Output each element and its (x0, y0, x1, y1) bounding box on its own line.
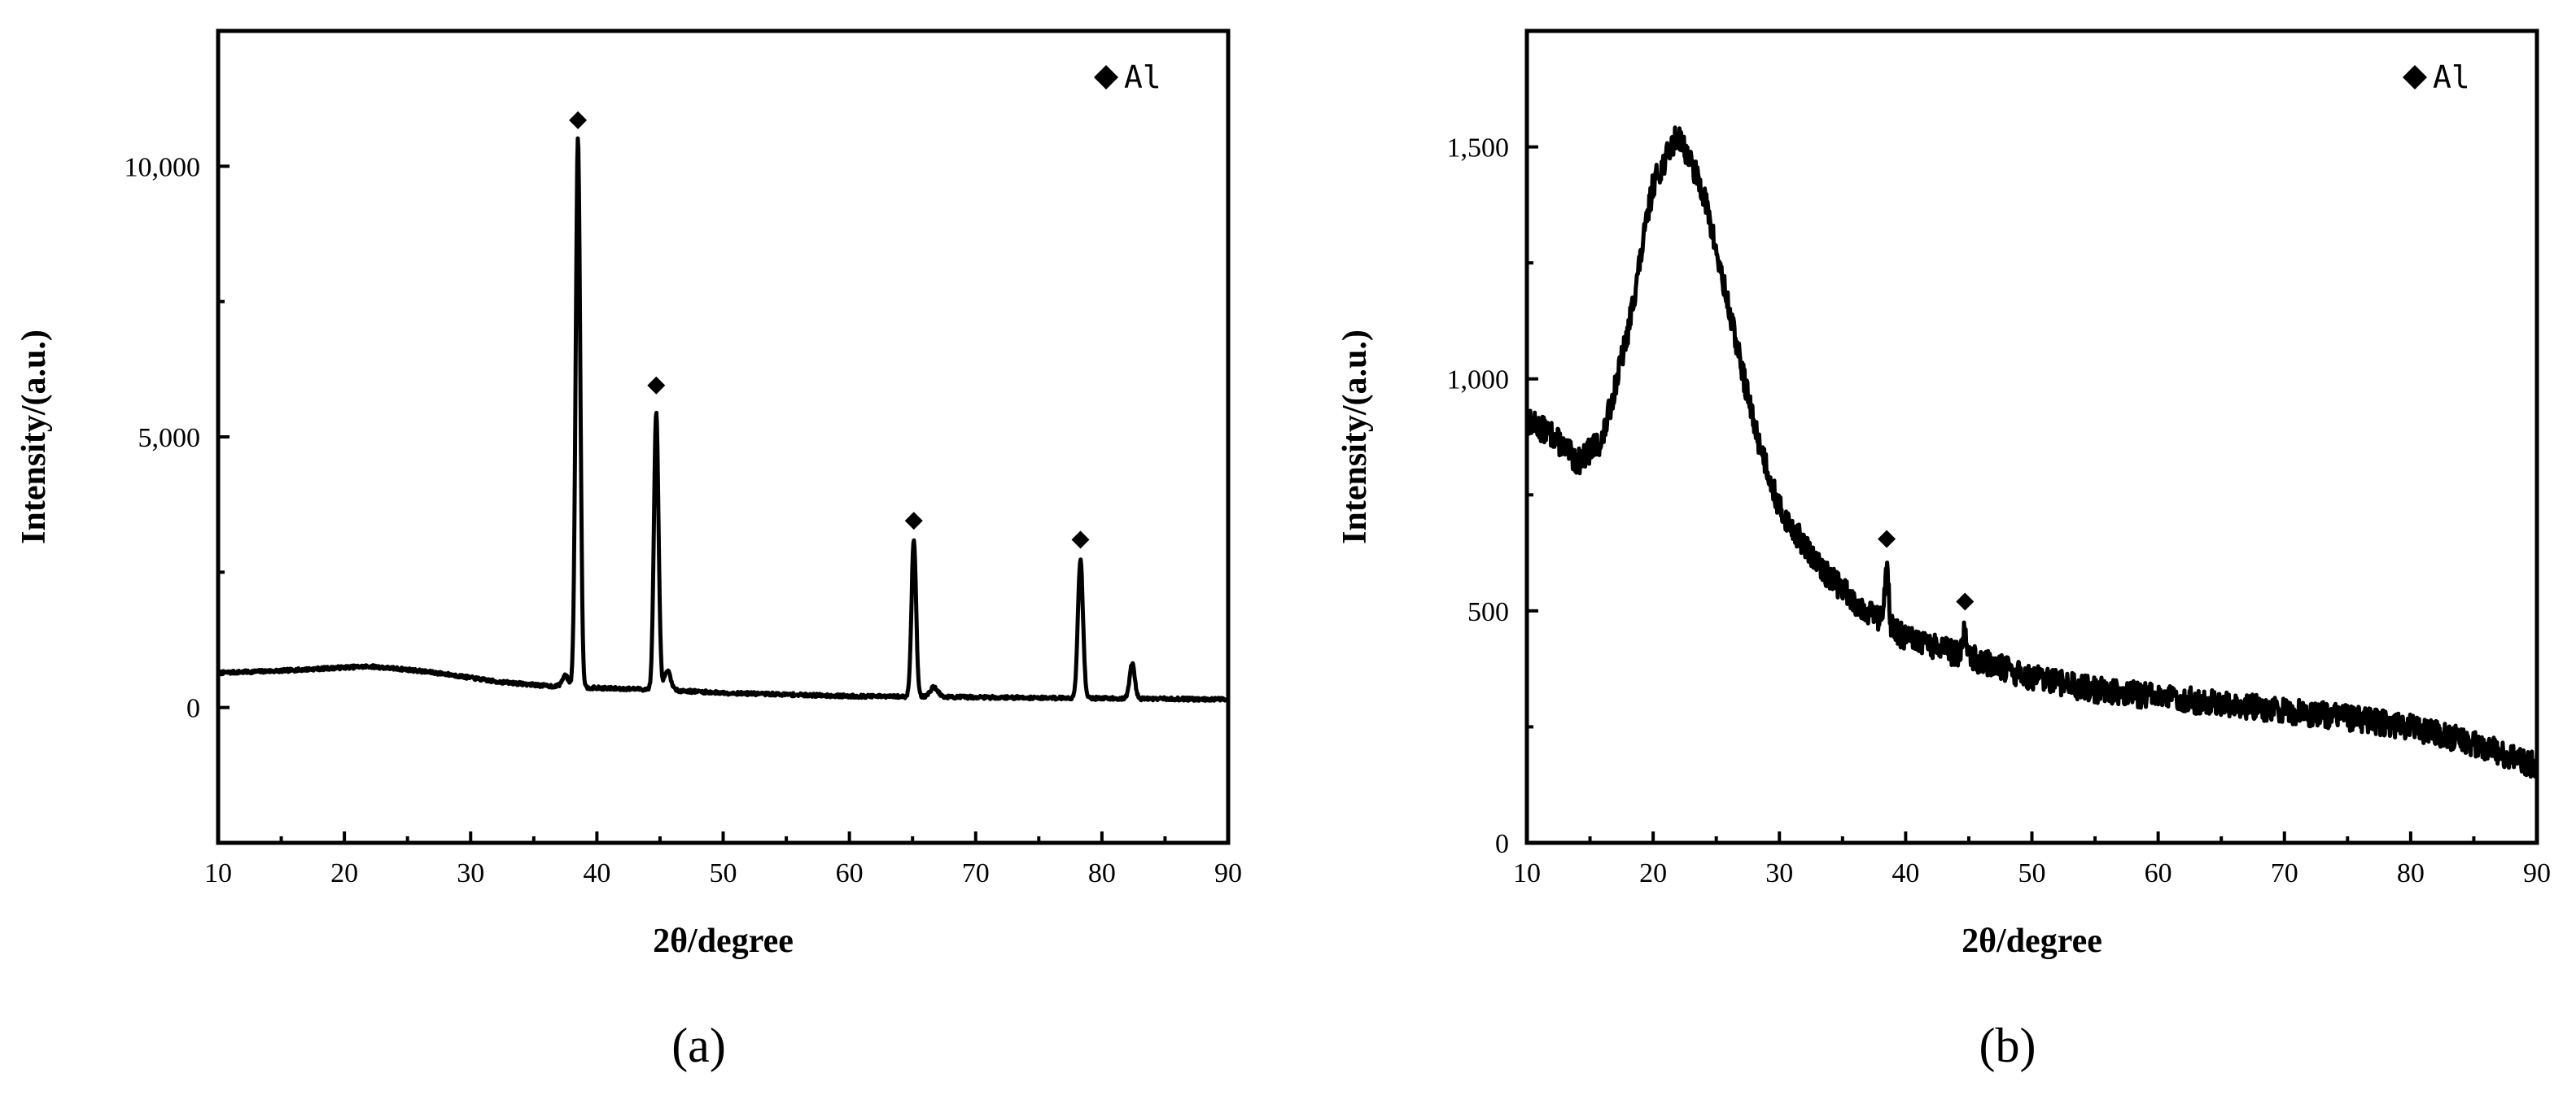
y-tick-label: 500 (1467, 597, 1509, 627)
y-axis-label: Intensity/(a.u.) (15, 329, 53, 544)
al-peak-marker (904, 512, 923, 530)
x-tick-label: 30 (1765, 858, 1793, 888)
chart-panel-b: 10 20 30 40 50 60 70 80 90 0 500 1,000 1,500 2θ/degre… (1336, 28, 2551, 1072)
xrd-pattern-line (216, 136, 1231, 703)
x-tick-label: 90 (1214, 858, 1242, 888)
x-tick-label: 90 (2523, 858, 2551, 888)
y-axis-label: Intensity/(a.u.) (1336, 329, 1374, 544)
al-peak-marker (1071, 530, 1090, 549)
x-tick-label: 70 (962, 858, 990, 888)
x-tick-label: 60 (836, 858, 864, 888)
legend-label: Al (1124, 59, 1161, 95)
x-tick-label: 80 (2397, 858, 2425, 888)
legend-label: Al (2433, 59, 2470, 95)
x-tick-label: 70 (2271, 858, 2298, 888)
y-tick-label: 1,500 (1447, 133, 1510, 164)
x-tick-label: 40 (1892, 858, 1919, 888)
x-tick-label: 40 (583, 858, 610, 888)
x-tick-label: 50 (710, 858, 737, 888)
al-peak-marker (1878, 530, 1896, 548)
y-tick-label: 10,000 (125, 152, 201, 182)
x-tick-label: 10 (1513, 858, 1541, 888)
al-peak-marker (569, 111, 588, 129)
y-tick-label: 1,000 (1447, 365, 1510, 395)
xrd-pattern-line (1524, 125, 2539, 779)
x-tick-label: 60 (2145, 858, 2172, 888)
legend-diamond-marker (2403, 65, 2427, 89)
x-axis-label: 2θ/degree (653, 923, 794, 960)
y-tick-label: 0 (1495, 829, 1509, 859)
panel-label: (b) (1979, 1019, 2036, 1072)
x-tick-label: 50 (2018, 858, 2046, 888)
x-tick-label: 20 (1639, 858, 1667, 888)
panel-label: (a) (671, 1019, 726, 1072)
x-tick-label: 80 (1088, 858, 1116, 888)
legend-diamond-marker (1094, 65, 1118, 89)
al-peak-marker (647, 376, 666, 395)
al-peak-marker (1956, 592, 1975, 611)
y-tick-label: 5,000 (138, 423, 201, 453)
x-axis-label: 2θ/degree (1962, 923, 2102, 960)
chart-panel-a: 10 20 30 40 50 60 70 80 90 0 5,000 10,000 2θ/degree I… (15, 28, 1242, 1072)
x-tick-label: 10 (204, 858, 232, 888)
x-tick-label: 20 (330, 858, 358, 888)
plot-frame (216, 28, 1231, 845)
x-tick-label: 30 (457, 858, 484, 888)
y-tick-label: 0 (186, 694, 200, 724)
